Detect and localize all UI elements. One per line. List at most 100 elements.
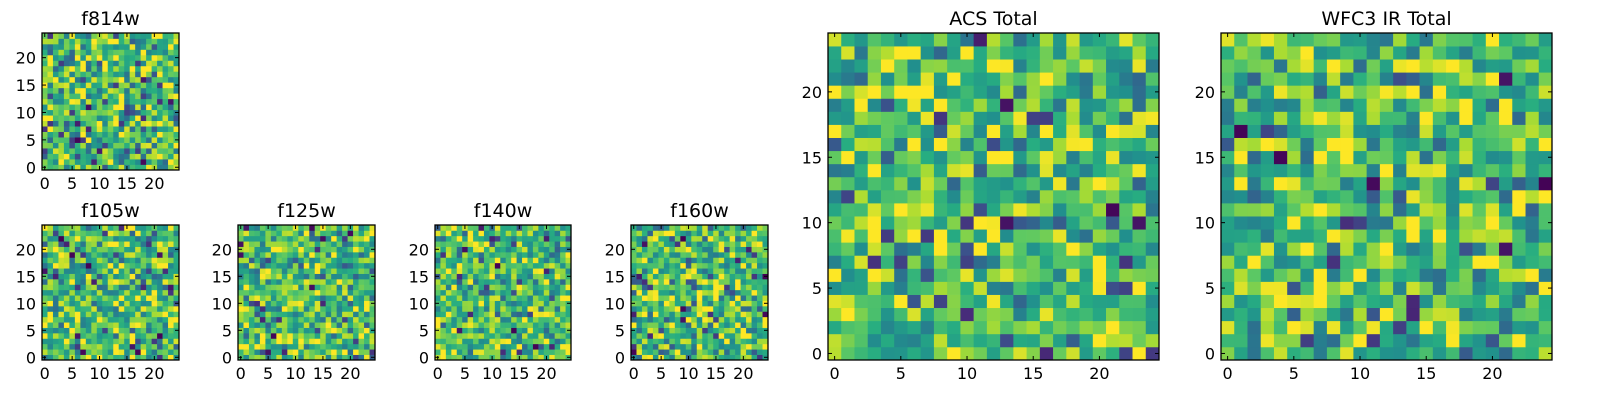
heatmap-cell — [658, 268, 665, 274]
heatmap-cell — [1026, 242, 1041, 256]
heatmap-cell — [85, 279, 92, 285]
heatmap-cell — [140, 252, 147, 258]
heatmap-cell — [47, 306, 54, 312]
heatmap-cell — [1013, 281, 1027, 295]
heatmap-cell — [254, 230, 261, 237]
heatmap-cell — [549, 241, 556, 247]
heatmap-cell — [80, 225, 87, 231]
heatmap-cell — [1366, 124, 1381, 138]
heatmap-cell — [462, 289, 468, 296]
heatmap-cell — [647, 316, 654, 323]
heatmap-cell — [1039, 268, 1054, 282]
heatmap-cell — [543, 230, 550, 237]
heatmap-cell — [478, 338, 485, 345]
heatmap-cell — [1247, 98, 1262, 112]
heatmap-cell — [1499, 242, 1513, 256]
heatmap-cell — [894, 33, 908, 47]
heatmap-cell — [669, 284, 676, 291]
x-tick-label: 20 — [144, 174, 164, 193]
heatmap-cell — [920, 176, 935, 191]
heatmap-cell — [867, 229, 882, 243]
heatmap-cell — [162, 295, 169, 301]
heatmap-cell — [1379, 111, 1394, 125]
heatmap-cell — [254, 235, 261, 242]
heatmap-cell — [265, 311, 272, 318]
heatmap-cell — [702, 349, 709, 355]
heatmap-cell — [500, 235, 507, 242]
y-tick-label: 5 — [812, 279, 822, 298]
heatmap-cell — [462, 268, 468, 274]
heatmap-cell — [880, 255, 895, 269]
heatmap-cell — [358, 273, 365, 280]
heatmap-cell — [867, 203, 882, 217]
heatmap-cell — [647, 273, 654, 280]
heatmap-cell — [729, 225, 736, 231]
heatmap-cell — [1132, 176, 1147, 191]
heatmap-cell — [641, 284, 648, 291]
heatmap-cell — [1260, 307, 1275, 322]
heatmap-cell — [451, 306, 458, 312]
heatmap-cell — [1106, 150, 1120, 165]
heatmap-cell — [647, 289, 654, 296]
heatmap-cell — [729, 252, 736, 258]
heatmap-cell — [713, 252, 720, 258]
heatmap-cell — [500, 349, 507, 355]
heatmap-cell — [500, 316, 507, 323]
heatmap-cell — [358, 284, 365, 291]
heatmap-cell — [1132, 33, 1147, 47]
heatmap-cell — [151, 230, 158, 237]
heatmap-cell — [724, 262, 730, 269]
heatmap-cell — [162, 76, 169, 83]
heatmap-cell — [1079, 72, 1094, 86]
heatmap-cell — [146, 262, 152, 269]
heatmap-cell — [42, 306, 48, 312]
heatmap-cell — [702, 333, 709, 339]
heatmap-cell — [440, 279, 447, 285]
heatmap-cell — [157, 87, 163, 94]
heatmap-cell — [281, 230, 288, 237]
heatmap-cell — [641, 241, 648, 247]
heatmap-cell — [1406, 268, 1420, 282]
heatmap-cell — [342, 257, 348, 264]
heatmap-cell — [151, 300, 158, 307]
heatmap-cell — [560, 241, 566, 247]
heatmap-cell — [1459, 307, 1473, 322]
heatmap-cell — [358, 338, 365, 345]
heatmap-cell — [565, 241, 572, 247]
heatmap-cell — [516, 327, 523, 334]
heatmap-cell — [735, 300, 741, 307]
heatmap-cell — [243, 235, 250, 242]
axes-frame — [630, 224, 769, 361]
heatmap-cell — [369, 316, 376, 323]
heatmap-cell — [1353, 150, 1367, 165]
heatmap-cell — [91, 49, 98, 56]
heatmap-cell — [140, 33, 147, 39]
heatmap-cell — [1472, 320, 1487, 335]
heatmap-cell — [696, 354, 703, 361]
heatmap-cell — [1472, 33, 1487, 47]
heatmap-cell — [1419, 281, 1434, 295]
heatmap-cell — [920, 189, 935, 204]
heatmap-cell — [549, 333, 556, 339]
heatmap-cell — [107, 131, 114, 138]
heatmap-cell — [1525, 229, 1540, 243]
heatmap-cell — [265, 273, 272, 280]
heatmap-cell — [298, 257, 305, 264]
heatmap-cell — [124, 159, 131, 165]
heatmap-cell — [91, 131, 98, 138]
heatmap-cell — [494, 246, 501, 253]
heatmap-cell — [702, 279, 709, 285]
heatmap-cell — [118, 316, 125, 323]
heatmap-cell — [331, 289, 337, 296]
heatmap-cell — [1132, 216, 1147, 230]
heatmap-cell — [287, 343, 294, 350]
heatmap-cell — [440, 343, 447, 350]
heatmap-cell — [146, 164, 152, 171]
heatmap-cell — [309, 300, 316, 307]
heatmap-cell — [325, 246, 332, 253]
heatmap-cell — [1446, 216, 1460, 230]
heatmap-cell — [342, 349, 348, 355]
heatmap-cell — [358, 262, 365, 269]
heatmap-cell — [1079, 307, 1094, 322]
